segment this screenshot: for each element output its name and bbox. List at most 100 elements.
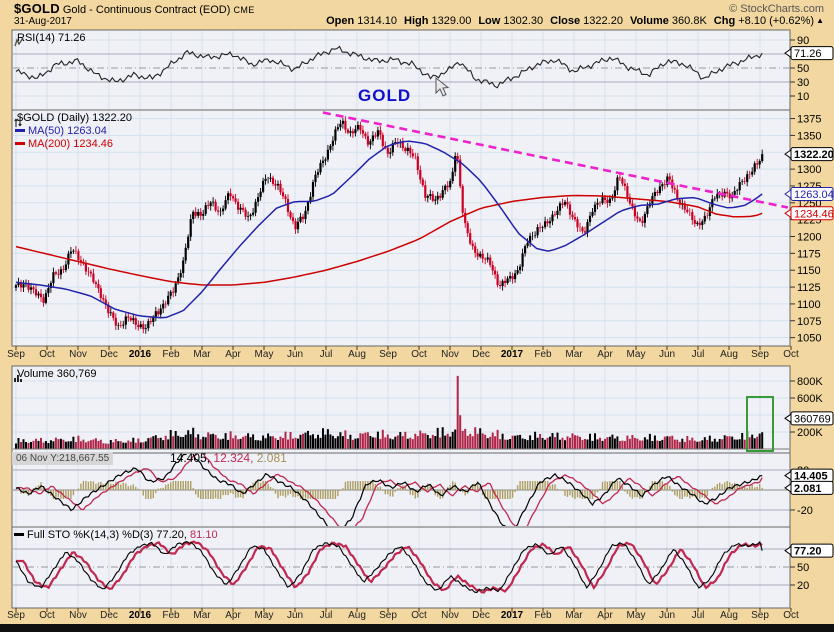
axis-label: 50 <box>797 63 809 75</box>
month-label: Nov <box>441 349 459 360</box>
axis-label: 1150 <box>797 265 821 277</box>
month-label: Jul <box>691 610 705 621</box>
price-legend-label: $GOLD (Daily) 1322.20 <box>17 112 132 124</box>
month-label: Aug <box>720 610 738 621</box>
month-label: Jul <box>691 349 705 360</box>
gold-annotation: GOLD <box>358 86 412 105</box>
current-value-box: 14.405 <box>794 471 828 483</box>
current-value-box: 1234.46 <box>794 208 834 220</box>
quote-label: Close <box>550 15 581 27</box>
month-label: 2017 <box>500 610 524 621</box>
quote-value: 1329.00 <box>428 15 472 27</box>
current-value-box: 77.20 <box>794 546 822 558</box>
month-label: Aug <box>348 349 366 360</box>
quote-label: High <box>404 15 429 27</box>
sto-line-swatch <box>14 532 24 536</box>
month-label: Jun <box>286 610 304 621</box>
month-label: Oct <box>411 349 427 360</box>
month-label: Sep <box>379 610 397 621</box>
month-label: Oct <box>39 349 55 360</box>
month-label: May <box>626 349 646 360</box>
change-up-arrow-icon: ▲ <box>816 16 824 25</box>
chart-header: $GOLD Gold - Continuous Contract (EOD) C… <box>14 1 255 16</box>
axis-label: -20 <box>797 505 813 517</box>
axis-label: 800K <box>797 376 823 388</box>
mouse-cursor <box>435 76 450 97</box>
quote-value: +8.10 (+0.62%) <box>735 15 815 27</box>
month-label: Apr <box>225 349 241 360</box>
month-label: Jul <box>319 610 333 621</box>
month-label: May <box>254 349 274 360</box>
month-label: Oct <box>783 349 799 360</box>
price-legend: $GOLD (Daily) 1322.20 <box>14 112 132 128</box>
month-label: 2017 <box>500 349 524 360</box>
sto-legend: Full STO %K(14,3) %D(3) 77.20, 81.10 <box>14 529 218 541</box>
month-label: Oct <box>411 610 427 621</box>
axis-label: 1050 <box>797 333 821 345</box>
quote-label: Chg <box>713 15 736 27</box>
quote-value: 1322.20 <box>580 15 623 27</box>
month-label: Mar <box>565 349 583 360</box>
axis-label: 1100 <box>797 299 821 311</box>
axis-label: 90 <box>797 35 809 47</box>
bottom-window-edge <box>0 624 834 632</box>
ma200-legend-label: MA(200) 1234.46 <box>28 138 113 150</box>
axis-label: 1125 <box>797 282 821 294</box>
month-label: Mar <box>565 610 583 621</box>
ma200-line-swatch <box>15 141 25 145</box>
month-label: Sep <box>379 349 397 360</box>
month-label: Mar <box>193 610 211 621</box>
month-label: Aug <box>348 610 366 621</box>
current-value-box: 71.26 <box>794 48 822 60</box>
month-label: Jun <box>658 349 676 360</box>
osc-value-signal: 12.324, <box>213 451 254 465</box>
month-label: Mar <box>193 349 211 360</box>
quote-value: 360.8K <box>668 15 707 27</box>
symbol-description: Gold - Continuous Contract (EOD) <box>62 4 231 16</box>
month-label: Sep <box>751 349 769 360</box>
current-value-box: 1322.20 <box>794 149 834 161</box>
ma50-line-swatch <box>15 128 25 132</box>
ma50-legend-label: MA(50) 1263.04 <box>28 125 107 137</box>
axis-label: 200K <box>797 427 823 439</box>
axis-label: 1350 <box>797 130 821 142</box>
axis-label: 1175 <box>797 248 821 260</box>
quote-value: 1302.30 <box>500 15 544 27</box>
month-label: Dec <box>472 349 490 360</box>
axis-label: 1075 <box>797 316 821 328</box>
xaxis-months-bottom: Sep Oct Nov Dec 2016 Feb Mar Apr May Jun Jul Aug Sep… <box>0 610 834 625</box>
axis-label: 600K <box>797 393 823 405</box>
sto-legend-label: Full STO %K(14,3) %D(3) 77.20, <box>27 529 187 541</box>
rsi-legend-label: RSI(14) 71.26 <box>17 32 86 44</box>
quote-label: Low <box>478 15 501 27</box>
month-label: Nov <box>441 610 459 621</box>
month-label: Dec <box>100 610 118 621</box>
month-label: Feb <box>162 349 180 360</box>
month-label: Oct <box>783 610 799 621</box>
osc-value-hist: 2.081 <box>256 451 287 465</box>
exchange-label: CME <box>233 5 255 15</box>
axis-label: 1300 <box>797 164 821 176</box>
month-label: Jun <box>658 610 676 621</box>
axis-label: 50 <box>797 562 809 574</box>
current-value-box: 1263.04 <box>794 189 834 201</box>
month-label: Dec <box>472 610 490 621</box>
ma200-legend: MA(200) 1234.46 <box>15 138 113 150</box>
axis-label: 20 <box>797 580 809 592</box>
hover-tooltip: 06 Nov Y:218,667.55 <box>12 452 114 465</box>
volume-legend-label: Volume 360,769 <box>17 368 97 380</box>
current-value-box: 360769 <box>794 413 831 425</box>
oscillator-values: 14.405, 12.324, 2.081 <box>170 451 287 465</box>
quote-label: Volume <box>629 15 669 27</box>
current-value-box: 2.081 <box>794 483 822 495</box>
month-label: Dec <box>100 349 118 360</box>
stockcharts-copyright-link[interactable]: © StockCharts.com <box>729 3 824 15</box>
month-label: Feb <box>534 610 552 621</box>
axis-label: 10 <box>797 91 809 103</box>
quote-value: 1314.10 <box>354 15 398 27</box>
month-label: Oct <box>39 610 55 621</box>
month-label: Sep <box>7 610 25 621</box>
month-label: Jun <box>286 349 304 360</box>
